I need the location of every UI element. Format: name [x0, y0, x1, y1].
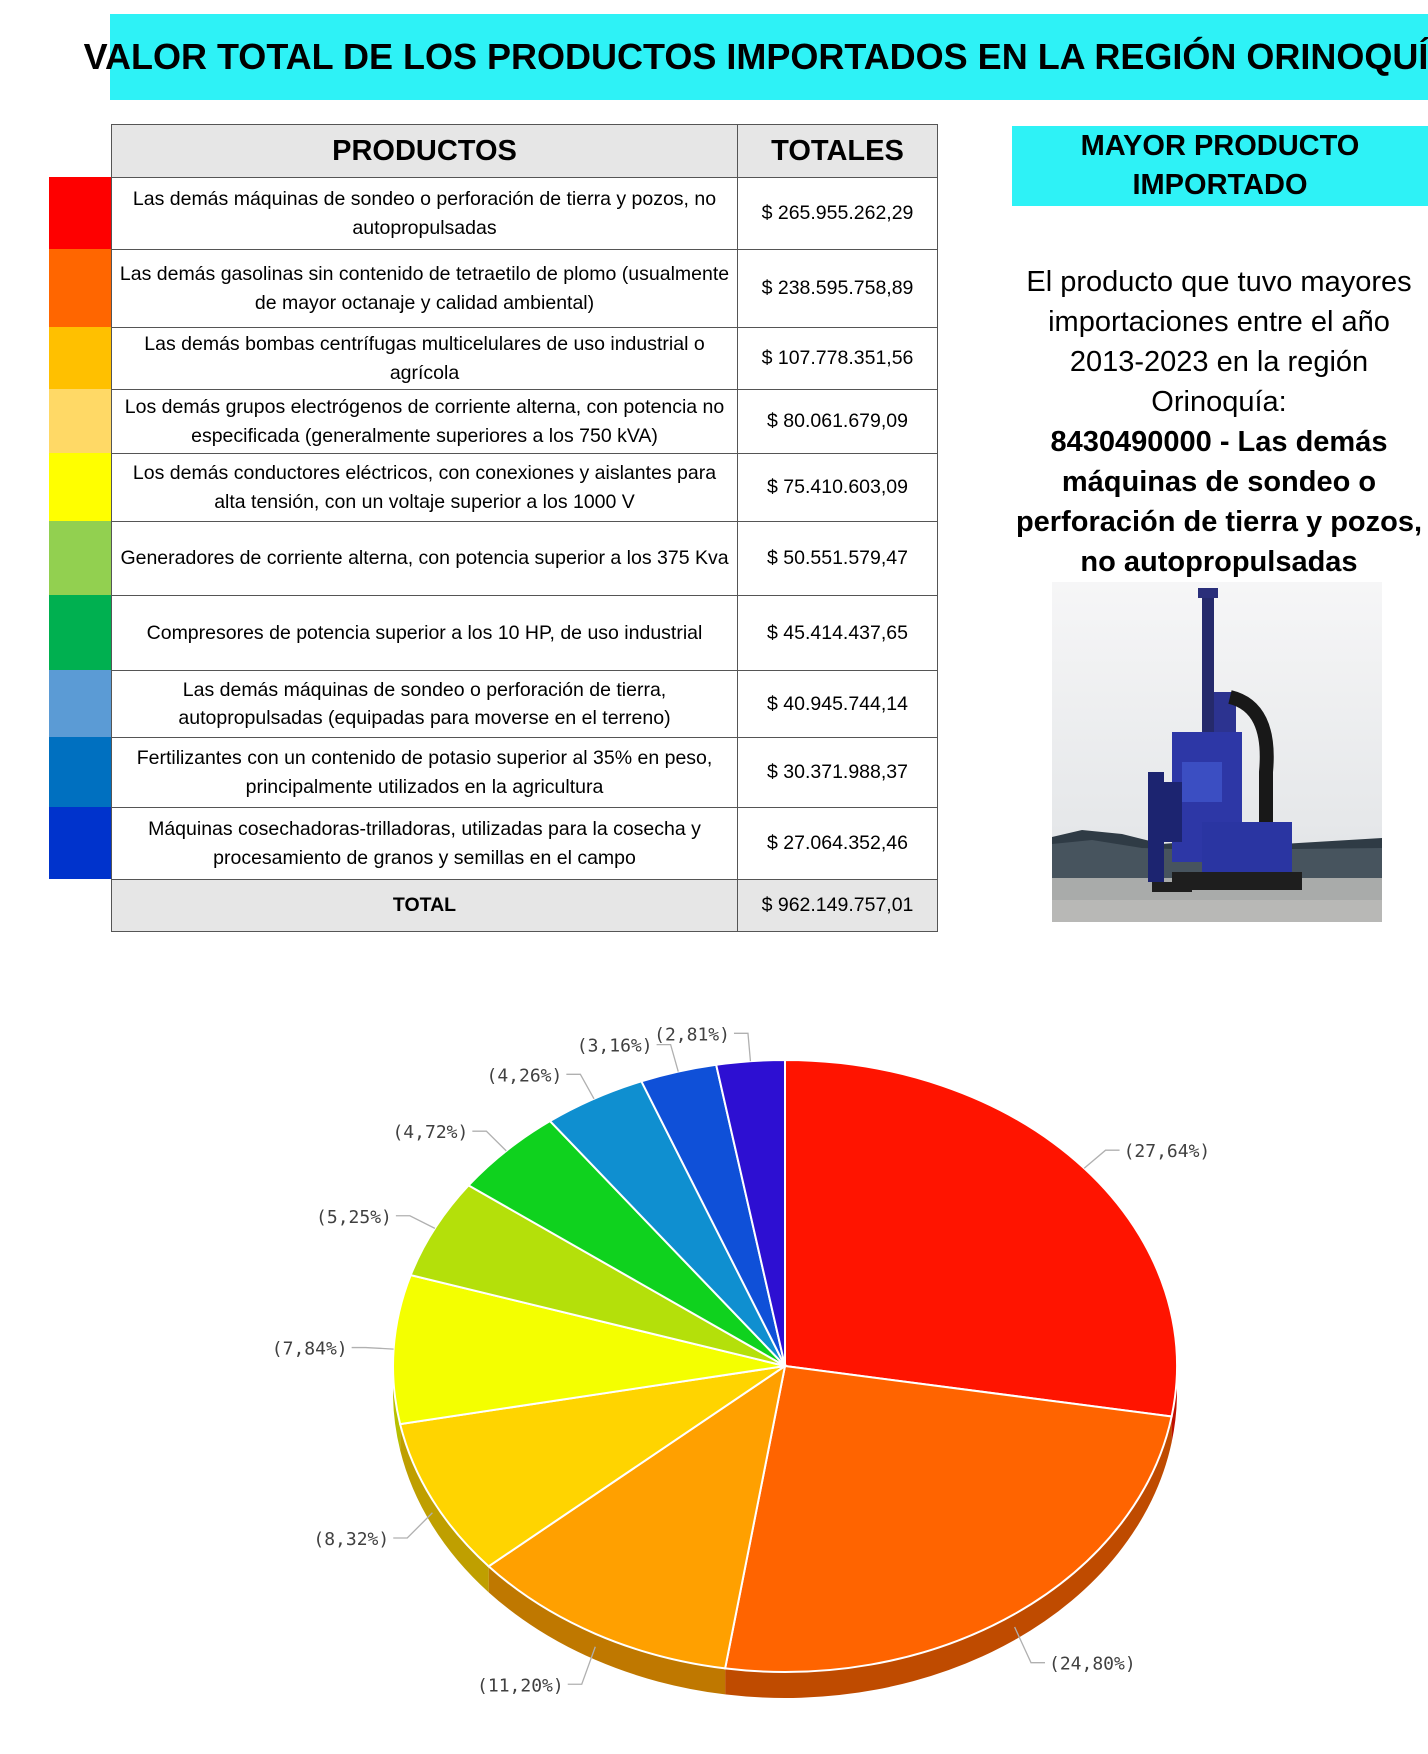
product-total: $ 45.414.437,65	[737, 595, 938, 671]
pie-slice-side	[488, 1566, 726, 1695]
product-total: $ 27.064.352,46	[737, 807, 938, 880]
pie-slice-side	[400, 1424, 489, 1593]
product-name: Los demás conductores eléctricos, con co…	[111, 453, 738, 522]
top-product-heading: MAYOR PRODUCTO IMPORTADO	[1012, 126, 1428, 206]
color-swatch	[49, 670, 111, 737]
top-product-description: El producto que tuvo mayores importacion…	[1010, 262, 1428, 582]
pie-slice	[784, 1058, 1179, 1418]
header-products: PRODUCTOS	[111, 124, 738, 178]
table-row: Los demás conductores eléctricos, con co…	[111, 453, 938, 522]
pie-data-label: (3,16%)	[577, 1036, 653, 1057]
product-total: $ 30.371.988,37	[737, 737, 938, 808]
drilling-rig-illustration	[1052, 582, 1382, 922]
product-name: Generadores de corriente alterna, con po…	[111, 521, 738, 596]
top-product-text: El producto que tuvo mayores importacion…	[1026, 266, 1412, 419]
color-swatch	[49, 595, 111, 670]
product-total: $ 265.955.262,29	[737, 177, 938, 250]
total-row: TOTAL $ 962.149.757,01	[111, 879, 938, 932]
products-table: PRODUCTOS TOTALES Las demás máquinas de …	[111, 124, 938, 932]
color-swatch	[49, 249, 111, 327]
pie-leader-line	[733, 1032, 752, 1062]
top-product-highlight: 8430490000 - Las demás máquinas de sonde…	[1015, 426, 1423, 579]
table-row: Las demás máquinas de sondeo o perforaci…	[111, 670, 938, 738]
pie-slice	[487, 1363, 787, 1670]
total-value: $ 962.149.757,01	[737, 879, 938, 932]
color-swatch	[49, 807, 111, 879]
pie-slice	[714, 1058, 786, 1367]
table-row: Compresores de potencia superior a los 1…	[111, 595, 938, 671]
header-totals: TOTALES	[737, 124, 938, 178]
pie-data-label: (27,64%)	[1124, 1141, 1211, 1162]
product-name: Compresores de potencia superior a los 1…	[111, 595, 738, 671]
product-name: Las demás máquinas de sondeo o perforaci…	[111, 177, 738, 250]
pie-leader-line	[1083, 1149, 1120, 1169]
product-name: Los demás grupos electrógenos de corrien…	[111, 389, 738, 454]
color-swatch	[49, 177, 111, 249]
product-name: Fertilizantes con un contenido de potasi…	[111, 737, 738, 808]
product-total: $ 40.945.744,14	[737, 670, 938, 738]
pie-chart: (27,64%) (24,80%) (11,20%) (8,32%) (7,84%) (5…	[272, 1024, 1211, 1698]
pie-data-label: (2,81%)	[654, 1024, 730, 1045]
pie-data-label: (24,80%)	[1049, 1654, 1136, 1675]
product-total: $ 238.595.758,89	[737, 249, 938, 328]
pie-data-label: (5,25%)	[316, 1207, 392, 1228]
title-banner: VALOR TOTAL DE LOS PRODUCTOS IMPORTADOS …	[84, 14, 1428, 100]
pie-data-label: (7,84%)	[272, 1339, 348, 1360]
table-row: Las demás gasolinas sin contenido de tet…	[111, 249, 938, 328]
color-swatch	[49, 453, 111, 521]
total-label: TOTAL	[111, 879, 738, 932]
table-row: Las demás bombas centrífugas multicelula…	[111, 327, 938, 390]
product-total: $ 50.551.579,47	[737, 521, 938, 596]
pie-data-label: (4,72%)	[392, 1122, 468, 1143]
pie-leader-line	[351, 1346, 394, 1350]
pie-leader-line	[472, 1130, 507, 1152]
table-row: Fertilizantes con un contenido de potasi…	[111, 737, 938, 808]
pie-leader-line	[1014, 1626, 1046, 1664]
page-title: VALOR TOTAL DE LOS PRODUCTOS IMPORTADOS …	[83, 36, 1428, 77]
color-swatch	[49, 327, 111, 389]
table-row: Las demás máquinas de sondeo o perforaci…	[111, 177, 938, 250]
product-total: $ 75.410.603,09	[737, 453, 938, 522]
product-total: $ 80.061.679,09	[737, 389, 938, 454]
product-total: $ 107.778.351,56	[737, 327, 938, 390]
drilling-rig-photo	[1052, 582, 1382, 922]
pie-data-label: (4,26%)	[486, 1065, 562, 1086]
table-row: Los demás grupos electrógenos de corrien…	[111, 389, 938, 454]
product-name: Las demás bombas centrífugas multicelula…	[111, 327, 738, 390]
pie-slice	[723, 1364, 1173, 1673]
product-name: Máquinas cosechadoras-trilladoras, utili…	[111, 807, 738, 880]
pie-data-label: (11,20%)	[477, 1675, 564, 1696]
pie-leader-line	[395, 1215, 436, 1229]
pie-chart-area: (27,64%) (24,80%) (11,20%) (8,32%) (7,84%) (5…	[0, 990, 1428, 1749]
pie-slice	[398, 1365, 786, 1568]
pie-leader-line	[566, 1073, 595, 1100]
product-name: Las demás máquinas de sondeo o perforaci…	[111, 670, 738, 738]
pie-leader-line	[393, 1512, 433, 1539]
table-header-row: PRODUCTOS TOTALES	[111, 124, 938, 178]
color-swatch	[49, 521, 111, 595]
color-swatch	[49, 389, 111, 453]
pie-leader-line	[567, 1646, 596, 1685]
products-table-wrap: PRODUCTOS TOTALES Las demás máquinas de …	[111, 124, 938, 932]
product-name: Las demás gasolinas sin contenido de tet…	[111, 249, 738, 328]
pie-leader-line	[656, 1043, 679, 1072]
table-row: Generadores de corriente alterna, con po…	[111, 521, 938, 596]
color-swatch	[49, 737, 111, 807]
pie-data-label: (8,32%)	[313, 1529, 389, 1550]
table-row: Máquinas cosechadoras-trilladoras, utili…	[111, 807, 938, 880]
